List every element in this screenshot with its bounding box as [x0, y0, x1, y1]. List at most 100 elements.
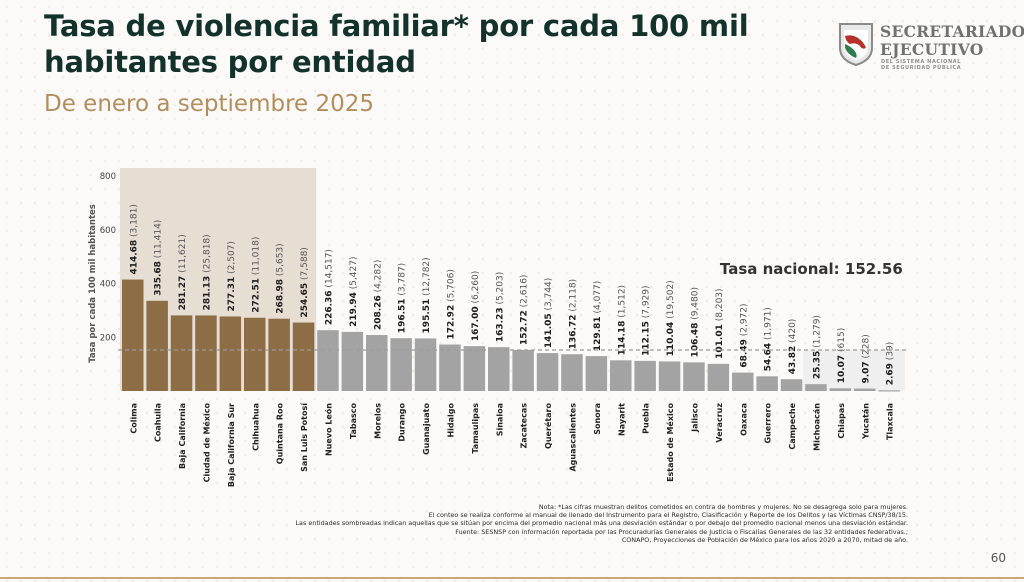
bar-count: (5,203) — [495, 272, 505, 308]
bar — [439, 344, 461, 391]
page-title: Tasa de violencia familiar* por cada 100… — [44, 9, 749, 79]
bar — [146, 300, 168, 391]
category-label: Michoacán — [812, 403, 821, 451]
bar — [219, 316, 242, 391]
bar-count: (2,616) — [520, 275, 530, 311]
bar — [317, 330, 339, 391]
bar — [122, 279, 144, 391]
bar-count: (1,279) — [812, 315, 822, 351]
bar-count: (1,512) — [617, 285, 627, 321]
bar-value-label: 43.82 (420) — [788, 319, 798, 375]
category-label: Guanajuato — [422, 403, 431, 455]
bar-count: (14,517) — [324, 249, 334, 290]
bar-count: (9,480) — [690, 287, 700, 323]
bar-value-label: 268.98 (5,653) — [276, 243, 286, 313]
bar-count: (25,818) — [202, 234, 212, 275]
bar — [683, 362, 705, 391]
bar — [268, 318, 290, 391]
bar-value-label: 195.51 (12,782) — [422, 257, 432, 333]
bar-value-label: 254.65 (7,588) — [300, 247, 310, 317]
bar-count: (4,077) — [593, 281, 603, 317]
category-label: Morelos — [373, 403, 382, 439]
bar-count: (4,282) — [373, 260, 383, 296]
bar-value-label: 152.72 (2,616) — [520, 275, 530, 345]
note-line: Las entidades sombreadas indican aquella… — [295, 519, 909, 528]
bar-value: 268.98 — [276, 279, 286, 314]
bar-value-label: 196.51 (3,787) — [398, 263, 408, 333]
category-label: Tamaulipas — [471, 403, 480, 454]
bar-value-label: 114.18 (1,512) — [617, 285, 627, 355]
bar-value-label: 141.05 (3,744) — [544, 278, 554, 348]
bar-count: (8,203) — [715, 288, 725, 324]
bar — [658, 361, 681, 391]
category-label: Chihuahua — [251, 403, 260, 451]
bar — [561, 354, 583, 391]
bar-value-label: 112.15 (7,929) — [642, 285, 652, 355]
bar — [366, 335, 388, 391]
bar — [170, 315, 193, 391]
note-line: CONAPO, Proyecciones de Población de Méx… — [621, 535, 908, 544]
footnotes: Nota: *Las cifras muestran delitos comet… — [88, 503, 909, 544]
bar — [634, 360, 656, 391]
page-subtitle: De enero a septiembre 2025 — [44, 91, 375, 117]
category-label: Yucatán — [861, 403, 870, 440]
bar-count: (3,787) — [398, 263, 408, 299]
bar-count: (5,653) — [276, 243, 286, 279]
category-label: Sonora — [593, 403, 602, 435]
bar-value: 141.05 — [544, 313, 554, 348]
bar-value-label: 277.31 (2,507) — [227, 241, 237, 311]
category-label: Sinaloa — [495, 403, 504, 436]
category-label: Oaxaca — [739, 403, 748, 436]
bar — [585, 356, 608, 391]
bar-value: 167.00 — [471, 306, 481, 341]
bar-value: 281.27 — [178, 276, 188, 311]
category-label: Querétaro — [543, 403, 553, 449]
bar-value: 101.01 — [715, 324, 725, 359]
y-tick-label: 800 — [100, 172, 116, 182]
bar-count: (5,706) — [446, 269, 456, 305]
note-line: El conteo se realiza conforme al manual … — [428, 511, 908, 520]
bar — [414, 338, 437, 391]
bar — [780, 379, 803, 391]
bar-value: 114.18 — [617, 321, 627, 356]
bar-value: 277.31 — [227, 277, 237, 312]
bar-value-label: 110.04 (19,502) — [666, 280, 676, 356]
category-label: Quintana Roo — [276, 402, 285, 464]
bar-value: 106.48 — [690, 323, 700, 358]
bar-value: 54.64 — [764, 343, 774, 371]
bar-value-label: 129.81 (4,077) — [593, 281, 603, 351]
category-label: Zacatecas — [520, 403, 529, 449]
secretariado-logo: SECRETARIADO EJECUTIVO DEL SISTEMA NACIO… — [834, 20, 1024, 76]
y-tick-label: 200 — [100, 333, 116, 343]
y-tick-label: 600 — [100, 226, 116, 236]
bar-value-label: 226.36 (14,517) — [324, 249, 334, 325]
bar — [488, 347, 510, 391]
page-number: 60 — [990, 551, 1006, 565]
bar-value-label: 281.27 (11,621) — [178, 234, 188, 310]
category-label: Tabasco — [349, 403, 358, 439]
bar-value-label: 272.51 (11,018) — [251, 237, 261, 313]
bar — [854, 388, 876, 391]
category-label: Durango — [398, 403, 407, 442]
bar — [805, 384, 827, 391]
bar — [732, 372, 754, 391]
bar-value: 10.07 — [837, 355, 847, 383]
bar-value: 219.94 — [349, 292, 359, 327]
bar-value: 9.07 — [861, 361, 871, 383]
bar-value-label: 68.49 (2,972) — [739, 303, 749, 367]
bar-count: (7,929) — [642, 285, 652, 321]
bar-value: 281.13 — [202, 276, 212, 311]
y-tick-label: 400 — [100, 280, 116, 290]
category-label: Hidalgo — [446, 403, 455, 438]
bar-count: (7,588) — [300, 247, 310, 283]
category-label: Puebla — [642, 403, 651, 434]
category-label: Jalisco — [690, 402, 699, 432]
category-label: Guerrero — [764, 403, 773, 444]
bar-value: 152.72 — [520, 310, 530, 345]
y-axis-label: Tasa por cada 100 mil habitantes — [88, 204, 98, 363]
category-label: Estado de México — [665, 402, 675, 481]
bar-value: 226.36 — [324, 290, 334, 325]
bar-value-label: 2.69 (39) — [886, 342, 896, 386]
category-label: Tlaxcala — [886, 403, 895, 440]
bar-value: 272.51 — [251, 278, 261, 313]
